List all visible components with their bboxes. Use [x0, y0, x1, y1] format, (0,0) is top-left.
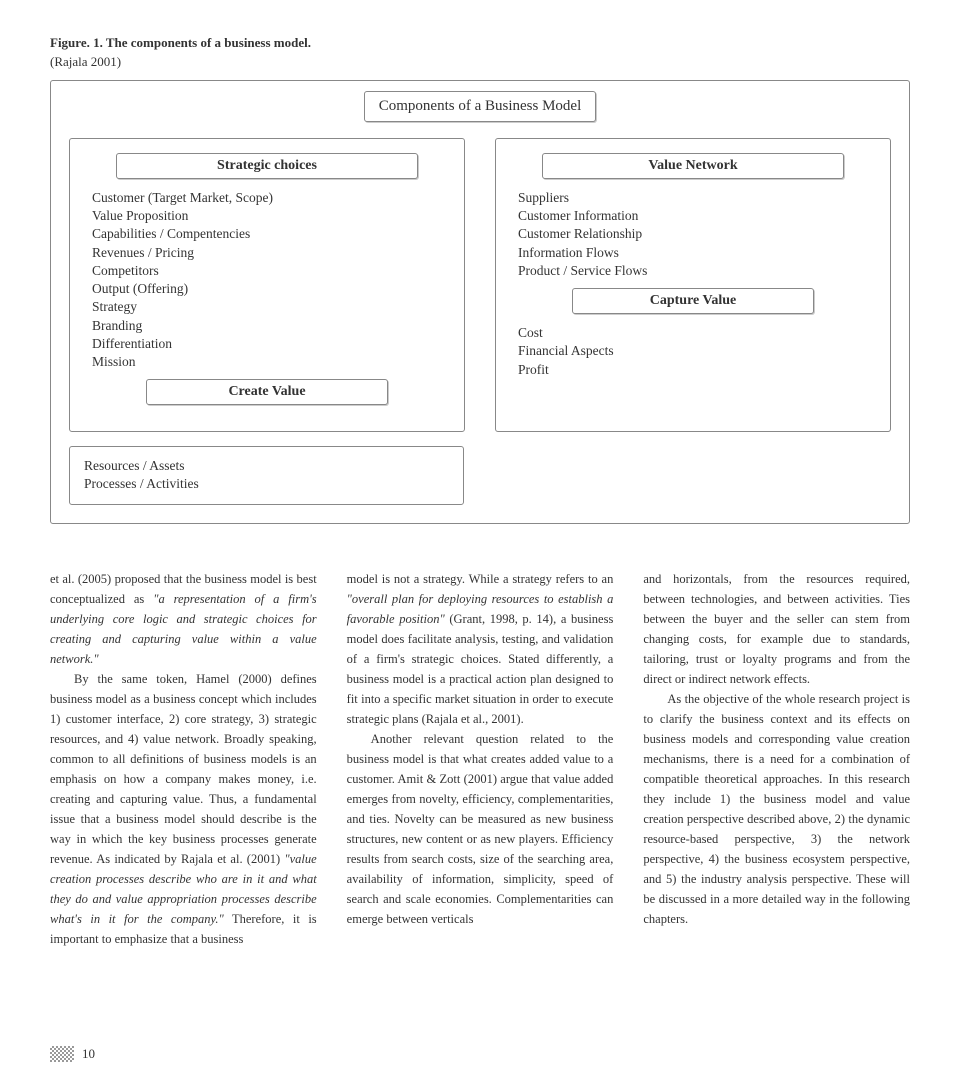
para: and horizontals, from the resources requ…	[643, 569, 910, 689]
create-value-heading: Create Value	[146, 379, 388, 405]
para: model is not a strategy. While a strateg…	[347, 569, 614, 729]
column-2: model is not a strategy. While a strateg…	[347, 569, 614, 949]
para: Another relevant question related to the…	[347, 729, 614, 929]
diagram-title: Components of a Business Model	[364, 91, 597, 122]
figure-caption: Figure. 1. The components of a business …	[50, 35, 910, 51]
diagram-container: Components of a Business Model Strategic…	[50, 80, 910, 524]
page-decoration-icon	[50, 1046, 74, 1062]
page-footer: 10	[50, 1046, 95, 1062]
para: As the objective of the whole research p…	[643, 689, 910, 929]
para: By the same token, Hamel (2000) defines …	[50, 669, 317, 949]
left-column: Strategic choices Customer (Target Marke…	[69, 138, 465, 432]
body-text: et al. (2005) proposed that the business…	[50, 569, 910, 949]
text: model is not a strategy. While a strateg…	[347, 572, 614, 586]
strategic-choices-heading: Strategic choices	[116, 153, 418, 179]
diagram-grid: Strategic choices Customer (Target Marke…	[69, 138, 891, 432]
text: (Grant, 1998, p. 14), a business model d…	[347, 612, 614, 726]
value-network-items: Suppliers Customer Information Customer …	[518, 189, 874, 280]
create-value-block: Resources / Assets Processes / Activitie…	[69, 446, 464, 504]
column-3: and horizontals, from the resources requ…	[643, 569, 910, 949]
value-network-heading: Value Network	[542, 153, 844, 179]
capture-value-items: Cost Financial Aspects Profit	[518, 324, 874, 379]
page-number: 10	[82, 1046, 95, 1062]
text: By the same token, Hamel (2000) defines …	[50, 672, 317, 866]
figure-source: (Rajala 2001)	[50, 54, 910, 70]
create-value-items: Resources / Assets Processes / Activitie…	[84, 457, 449, 493]
capture-value-heading: Capture Value	[572, 288, 814, 314]
right-column: Value Network Suppliers Customer Informa…	[495, 138, 891, 432]
para: et al. (2005) proposed that the business…	[50, 569, 317, 669]
strategic-choices-items: Customer (Target Market, Scope) Value Pr…	[92, 189, 448, 371]
column-1: et al. (2005) proposed that the business…	[50, 569, 317, 949]
